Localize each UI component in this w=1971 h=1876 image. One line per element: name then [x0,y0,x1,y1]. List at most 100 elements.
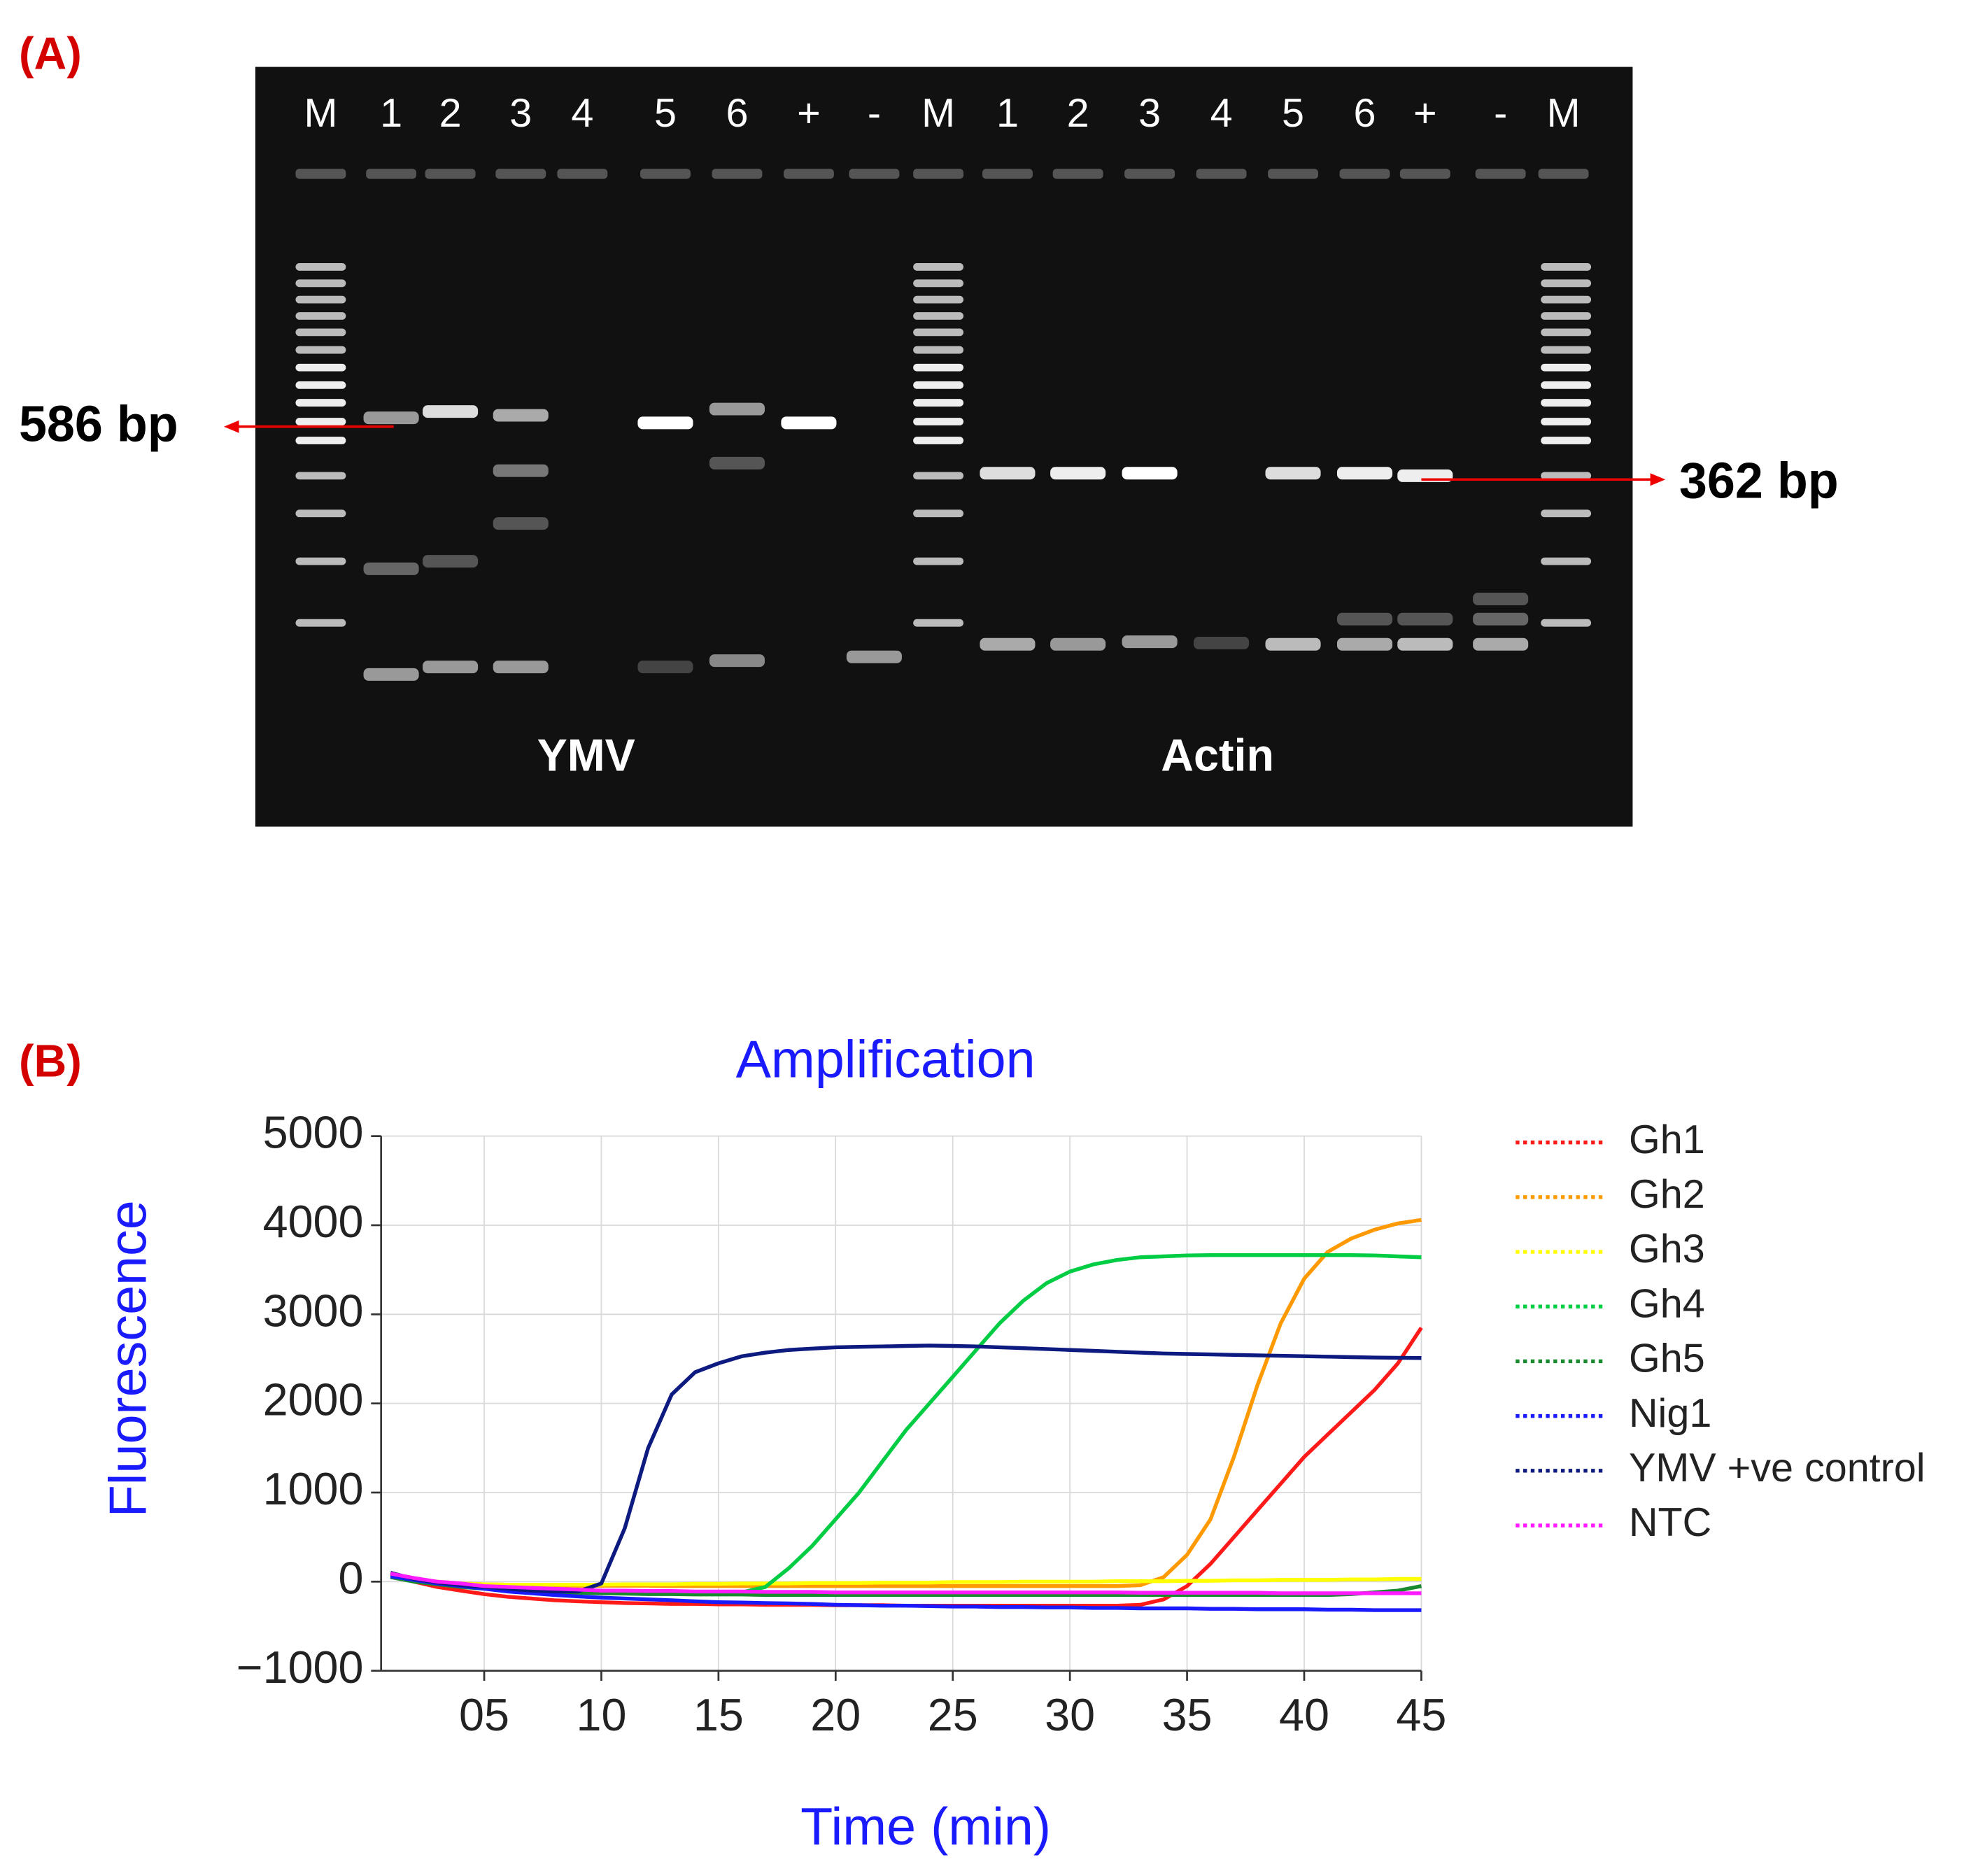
ladder-band [1541,263,1592,271]
ladder-band [913,363,964,372]
sample-band [363,668,419,681]
sample-band [1050,637,1106,651]
ladder-band [1541,509,1592,518]
lane-label: - [868,91,881,136]
ladder-band [295,472,346,480]
lane-label: M [1547,91,1581,136]
ladder-band [913,312,964,320]
legend-label: NTC [1629,1500,1711,1545]
sample-band [1194,636,1250,649]
panel-label: (A) [19,27,82,78]
legend-label: YMV +ve control [1629,1446,1926,1490]
legend-label: Gh4 [1629,1281,1705,1326]
sample-band [493,409,549,422]
sample-band [493,464,549,477]
lane-label: 3 [509,91,532,136]
ladder-band [913,328,964,337]
lane-label: 2 [1067,91,1089,136]
sample-band [1336,467,1393,480]
lane-label: + [1413,91,1437,136]
sample-band [423,405,479,418]
ladder-band [913,346,964,354]
lane-label: - [1494,91,1507,136]
gel-bands: M 1 2 3 4 5 6 + - M 1 2 3 4 5 6 + - M [295,91,1592,681]
sample-band [637,416,693,430]
ladder-band [1541,312,1592,320]
well [495,169,546,179]
sample-band [1473,612,1529,626]
sample-band [1265,637,1321,651]
ladder-band [295,346,346,354]
lane-label: 6 [726,91,748,136]
ladder-band [913,295,964,304]
well [1268,169,1318,179]
ladder-band [295,399,346,407]
lane-label: 6 [1354,91,1376,136]
sample-band [363,411,419,425]
sample-band [1050,467,1106,480]
legend-label: Gh1 [1629,1117,1705,1162]
ladder-band [295,437,346,444]
gel-image [255,66,1633,827]
panel-label: (B) [19,1035,82,1086]
y-tick-label: 0 [339,1552,364,1603]
x-tick-label: 40 [1279,1689,1329,1740]
band-size-label: 362 bp [1679,453,1839,509]
well [783,169,834,179]
sample-band [1336,637,1393,651]
well [1538,169,1589,179]
sample-band [1122,467,1178,480]
x-tick-label: 30 [1045,1689,1095,1740]
ladder-band [913,381,964,389]
ladder-band [295,619,346,627]
lane-label: M [921,91,955,136]
chart-title: Amplification [736,1029,1036,1088]
ladder-band [1541,381,1592,389]
y-axis-label: Fluorescence [99,1200,157,1517]
ladder-band [1541,363,1592,372]
sample-band [1473,637,1529,651]
sample-band [846,650,902,663]
ladder-band [1541,328,1592,337]
y-tick-label: 4000 [263,1196,364,1247]
data-line [390,1572,1422,1587]
ladder-band [1541,399,1592,407]
sample-band [1473,593,1529,606]
sample-band [709,654,765,668]
well [640,169,691,179]
x-tick-label: 15 [693,1689,744,1740]
sample-band [1122,635,1178,649]
lane-label: 5 [1282,91,1304,136]
ladder-band [295,295,346,304]
ladder-band [913,399,964,407]
well [425,169,476,179]
ladder-band [295,418,346,425]
data-line [390,1574,1422,1612]
x-tick-label: 05 [459,1689,509,1740]
well [1196,169,1247,179]
well [712,169,763,179]
ladder-band [913,418,964,425]
y-tick-label: 5000 [263,1107,364,1158]
ladder-band [1541,619,1592,627]
ladder-band [913,263,964,271]
band-size-label: 586 bp [19,397,178,453]
well [1052,169,1103,179]
lane-label: 1 [380,91,402,136]
sample-band [363,562,419,575]
sample-band [637,661,693,674]
ladder-band [295,381,346,389]
sample-band [980,637,1036,651]
y-tick-label: −1000 [236,1642,364,1693]
sample-band [1336,612,1393,626]
sample-band [493,661,549,674]
x-tick-label: 20 [810,1689,861,1740]
sample-band [709,456,765,470]
ladder-band [913,437,964,444]
ladder-band [913,509,964,518]
plot: −1000 0 1000 2000 3000 4000 5000 05 10 15 20 25 30 35… [236,1107,1926,1740]
sample-band [1265,467,1321,480]
lane-label: 4 [571,91,593,136]
